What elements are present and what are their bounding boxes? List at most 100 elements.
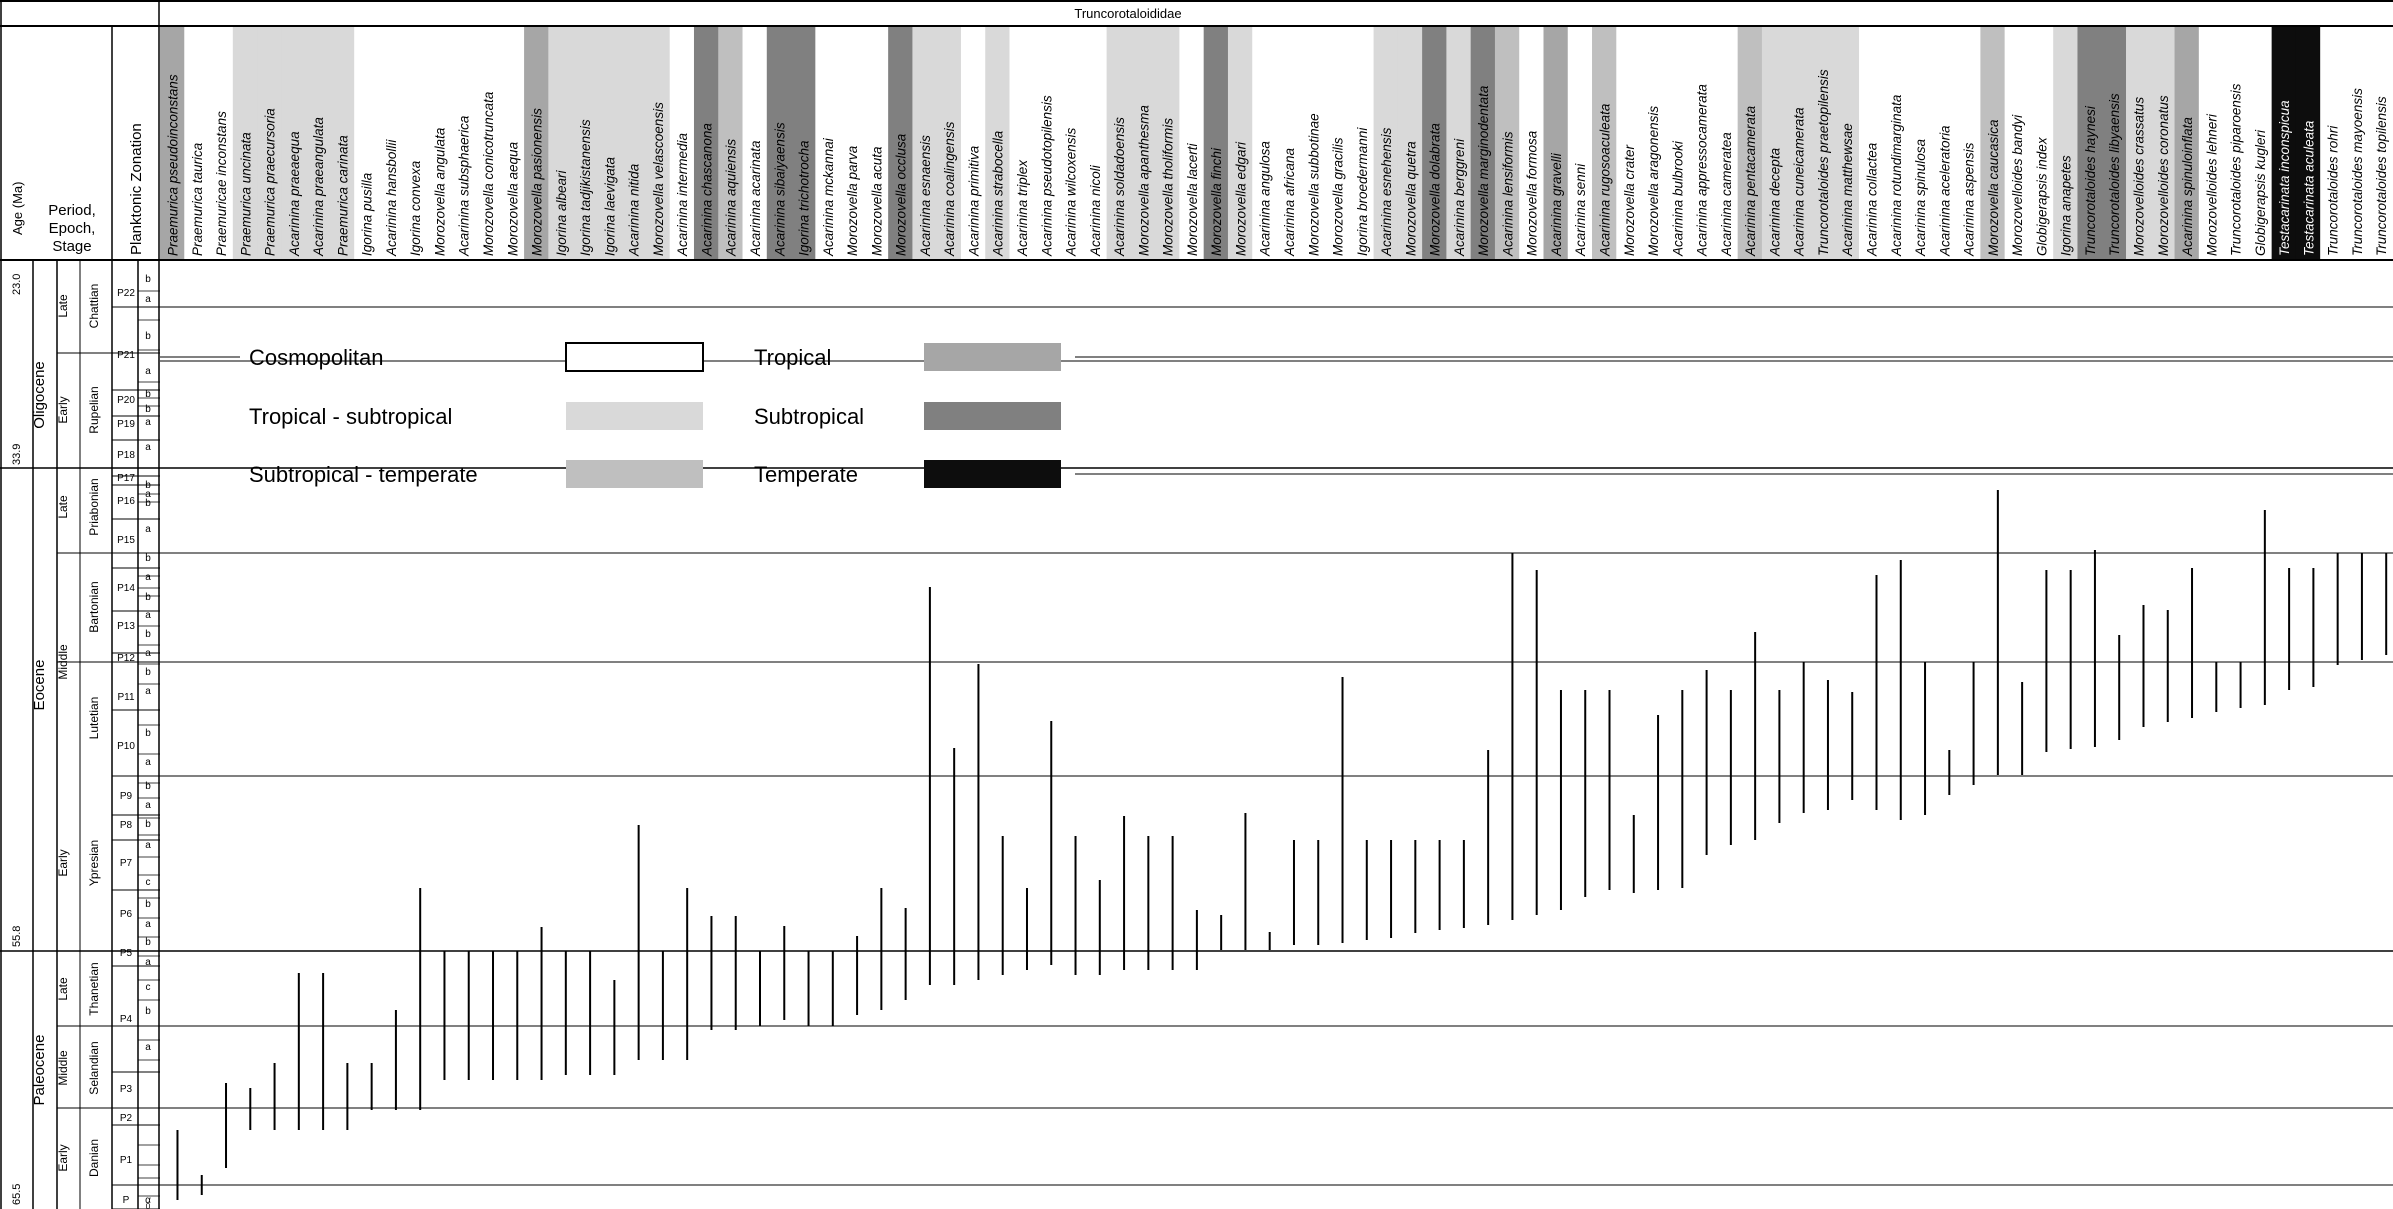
subepoch-paleocene-late: Late: [56, 977, 70, 1001]
species-column-shade: [2004, 27, 2030, 260]
species-name: Acarinina nicoli: [1088, 164, 1103, 257]
species-name: Truncorotaloides praetopilensis: [1816, 69, 1831, 256]
species-column-shade: [1761, 27, 1787, 260]
subepoch-eocene-early: Early: [56, 849, 70, 876]
species-name: Acarinina coalingensis: [942, 121, 957, 257]
legend-swatch: [566, 402, 703, 430]
zone-labels: P22 P21 P20 P19 P18 P17 P16 P15 P14 P13 …: [117, 288, 135, 1206]
species-name: Morozovella finchi: [1209, 147, 1224, 256]
species-name: Acarinina gravelli: [1549, 152, 1564, 257]
zone-label: P12: [117, 653, 135, 664]
subzone-label: a: [145, 757, 151, 768]
species-name: Praemurica praecursoria: [263, 108, 278, 256]
species-name: Morozovella acuta: [869, 146, 884, 256]
species-column-shade: [402, 27, 428, 260]
species-column-shade: [1058, 27, 1083, 260]
species-column-shade: [1227, 27, 1253, 260]
species-column-shade: [2271, 27, 2297, 260]
subzone-label: a: [145, 1042, 151, 1053]
species-name: Morozovella angulata: [432, 127, 447, 256]
subzone-label: b: [145, 389, 151, 400]
species-name: Acarinina hansbollii: [384, 139, 399, 257]
species-name: Truncorotaloides topilensis: [2374, 96, 2389, 256]
species-name: Morozovella apanthesma: [1136, 105, 1151, 256]
species-name: Acarinina senni: [1573, 163, 1588, 257]
legend-swatch: [924, 402, 1061, 430]
subzone-label: 0: [146, 1202, 151, 1209]
species-name: Acarinina primitiva: [966, 145, 981, 257]
species-column-shade: [1931, 27, 1957, 260]
species-column-shade: [1956, 27, 1981, 260]
stage-ypresian: Ypresian: [87, 840, 101, 886]
species-column-shade: [1325, 27, 1350, 260]
species-name: Morozovella lacerti: [1185, 142, 1200, 256]
species-column-shade: [2101, 27, 2127, 260]
zone-label: P5: [120, 948, 133, 959]
species-name: Praemurica pseudoinconstans: [165, 74, 180, 256]
epoch-eocene: Eocene: [31, 660, 48, 711]
species-column-shade: [572, 27, 598, 260]
species-column-shade: [524, 27, 549, 260]
species-name: Acarinina collactea: [1865, 142, 1880, 257]
species-column-shade: [815, 27, 841, 260]
species-name: Acarinina lensiformis: [1500, 131, 1515, 257]
species-name: Truncorotaloides rohri: [2326, 125, 2341, 256]
legend-label-subtropical-temperate: Subtropical - temperate: [249, 462, 478, 487]
species-name: Morozovella pasionensis: [530, 108, 545, 256]
species-name: Praemurica taurica: [190, 142, 205, 256]
species-name: Acarinina chascanona: [699, 123, 714, 257]
epoch-oligocene: Oligocene: [31, 361, 48, 429]
species-name: Igorina tadjikistanensis: [578, 119, 593, 256]
species-column-shade: [1276, 27, 1302, 260]
subzone-label: b: [145, 274, 151, 285]
timescale-boundaries: [0, 260, 160, 1209]
zone-label: P10: [117, 741, 135, 752]
species-name: Morozovella marginodentata: [1476, 85, 1491, 256]
species-column-shade: [1616, 27, 1641, 260]
subzone-label: b: [145, 498, 151, 509]
stage-chattian: Chattian: [87, 284, 101, 329]
zone-label: P1: [120, 1155, 133, 1166]
legend-swatches: [160, 342, 2393, 488]
species-column-shade: [1980, 27, 2006, 260]
subzone-label: a: [145, 366, 151, 377]
species-column-shade: [1397, 27, 1423, 260]
species-name: Igorina pusilla: [360, 172, 375, 256]
species-name: Acarinina cuneicamerata: [1792, 107, 1807, 257]
subzone-label: a: [145, 686, 151, 697]
subzone-label: a: [145, 919, 151, 930]
species-column-shade: [1713, 27, 1739, 260]
species-name: Igorina broedermanni: [1355, 127, 1370, 256]
species-name: Acarinina pentacamerata: [1743, 105, 1758, 257]
species-column-shade: [1494, 27, 1520, 260]
stage-bartonian: Bartonian: [87, 581, 101, 632]
age-label-55-8: 55.8: [11, 926, 23, 947]
species-column-shade: [1179, 27, 1205, 260]
species-name: Igorina albeari: [554, 169, 569, 256]
species-name: Praemurica carinata: [335, 135, 350, 256]
species-column-shade: [1592, 27, 1617, 260]
species-name: Morozovella subbotinae: [1306, 113, 1321, 256]
species-column-shade: [596, 27, 622, 260]
legend-swatch: [565, 342, 704, 372]
subepoch-labels: Late Early Late Middle Early Late Middle…: [56, 294, 70, 1172]
species-column-shade: [863, 27, 889, 260]
zone-label: P13: [117, 621, 135, 632]
species-column-shade: [1033, 27, 1059, 260]
species-column-shade: [160, 27, 185, 260]
species-name: Acarinina rotundimarginata: [1889, 94, 1904, 257]
pes-header-line-2: Epoch,: [49, 220, 96, 237]
subzone-label: c: [146, 877, 151, 888]
species-column-shade: [1689, 27, 1714, 260]
species-column-shade: [1737, 27, 1763, 260]
species-name: Testacarinata inconspicua: [2277, 100, 2292, 256]
species-name: Truncorotaloides libyaensis: [2107, 93, 2122, 256]
zone-label: P6: [120, 909, 133, 920]
zonation-header: Planktonic Zonation: [128, 123, 145, 255]
species-name: Acarinina aceleratoria: [1937, 125, 1952, 257]
species-name: Morozovella aequa: [505, 141, 520, 256]
species-name: Truncorotaloides haynesi: [2083, 105, 2098, 256]
species-column-shade: [1106, 27, 1132, 260]
species-name: Acarinina rugosoaculeata: [1598, 103, 1613, 257]
